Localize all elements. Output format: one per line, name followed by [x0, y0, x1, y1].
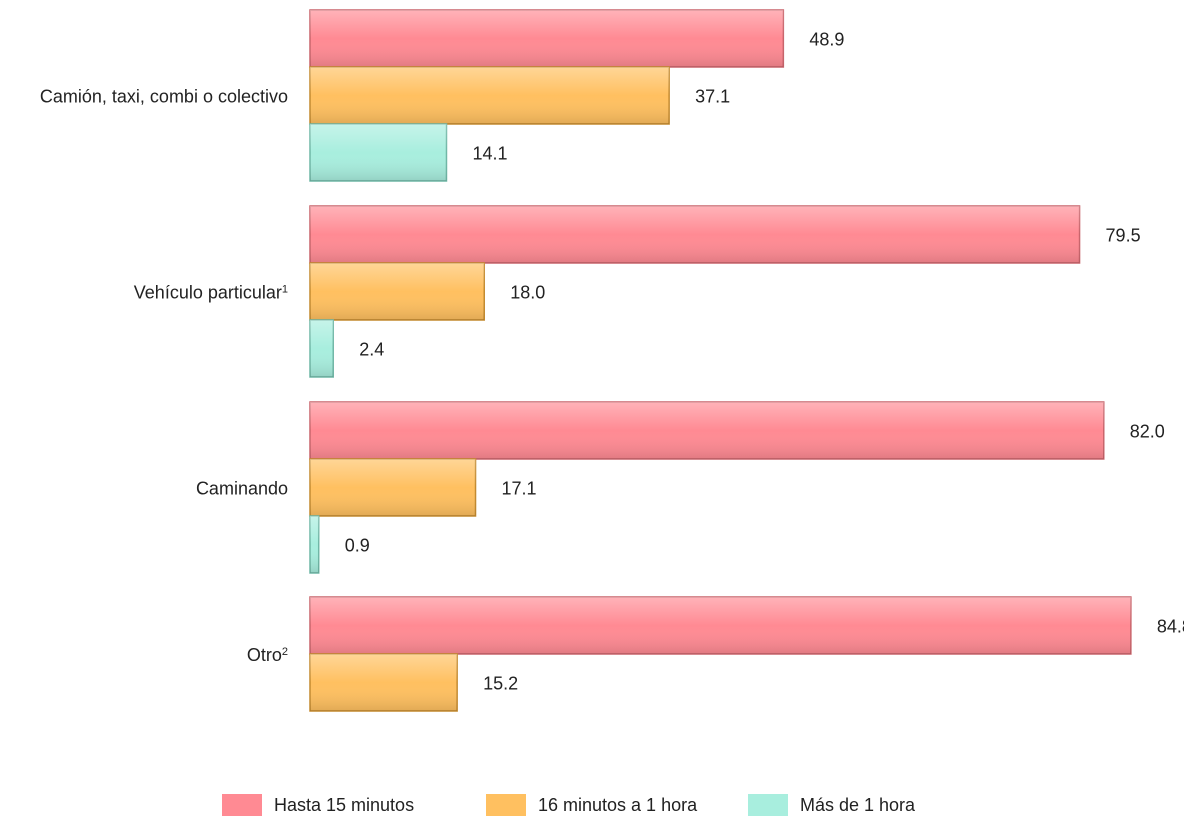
legend-item-hasta-15-minutos: Hasta 15 minutos — [222, 793, 414, 817]
data-label: 37.1 — [695, 87, 730, 107]
bar-chart: 48.9 37.1 14.1 Camión, taxi, combi o colect… — [40, 9, 1184, 712]
legend-swatch-teal — [748, 794, 788, 816]
bar-shade-2-2 — [310, 516, 319, 573]
legend-swatch-red — [222, 794, 262, 816]
category-label: Vehículo particular1 — [134, 283, 288, 303]
bar-shade-3-1 — [310, 654, 458, 711]
data-label: 14.1 — [472, 144, 507, 164]
bar-shade-0-0 — [310, 10, 784, 67]
data-label: 18.0 — [510, 283, 545, 303]
legend: Hasta 15 minutos 16 minutos a 1 hora Más… — [0, 793, 1184, 817]
data-label: 15.2 — [483, 674, 518, 694]
data-label: 79.5 — [1106, 226, 1141, 246]
legend-item-16-minutos-a-1-hora: 16 minutos a 1 hora — [486, 793, 697, 817]
legend-swatch-orange — [486, 794, 526, 816]
data-label: 17.1 — [502, 479, 537, 499]
legend-label: Hasta 15 minutos — [274, 794, 415, 815]
bar-shade-2-1 — [310, 459, 476, 516]
legend-label: Más de 1 hora — [800, 794, 916, 815]
bars-layer — [309, 9, 1132, 712]
data-label: 48.9 — [809, 30, 844, 50]
data-label: 0.9 — [345, 536, 370, 556]
category-label: Caminando — [196, 479, 288, 499]
bar-shade-3-0 — [310, 597, 1131, 654]
bar-shade-1-0 — [310, 206, 1080, 263]
legend-item-mas-de-1-hora: Más de 1 hora — [748, 793, 915, 817]
legend-label: 16 minutos a 1 hora — [538, 794, 698, 815]
bar-shade-1-1 — [310, 263, 485, 320]
data-label: 82.0 — [1130, 422, 1165, 442]
category-label: Camión, taxi, combi o colectivo — [40, 87, 288, 107]
category-label: Otro2 — [247, 645, 288, 665]
bar-shade-0-2 — [310, 124, 447, 181]
labels-layer: 48.9 37.1 14.1 Camión, taxi, combi o colect… — [40, 30, 1184, 694]
bar-shade-0-1 — [310, 67, 670, 124]
data-label: 2.4 — [359, 340, 384, 360]
bar-shade-2-0 — [310, 402, 1104, 459]
data-label: 84.8 — [1157, 617, 1184, 637]
bar-shade-1-2 — [310, 320, 334, 377]
